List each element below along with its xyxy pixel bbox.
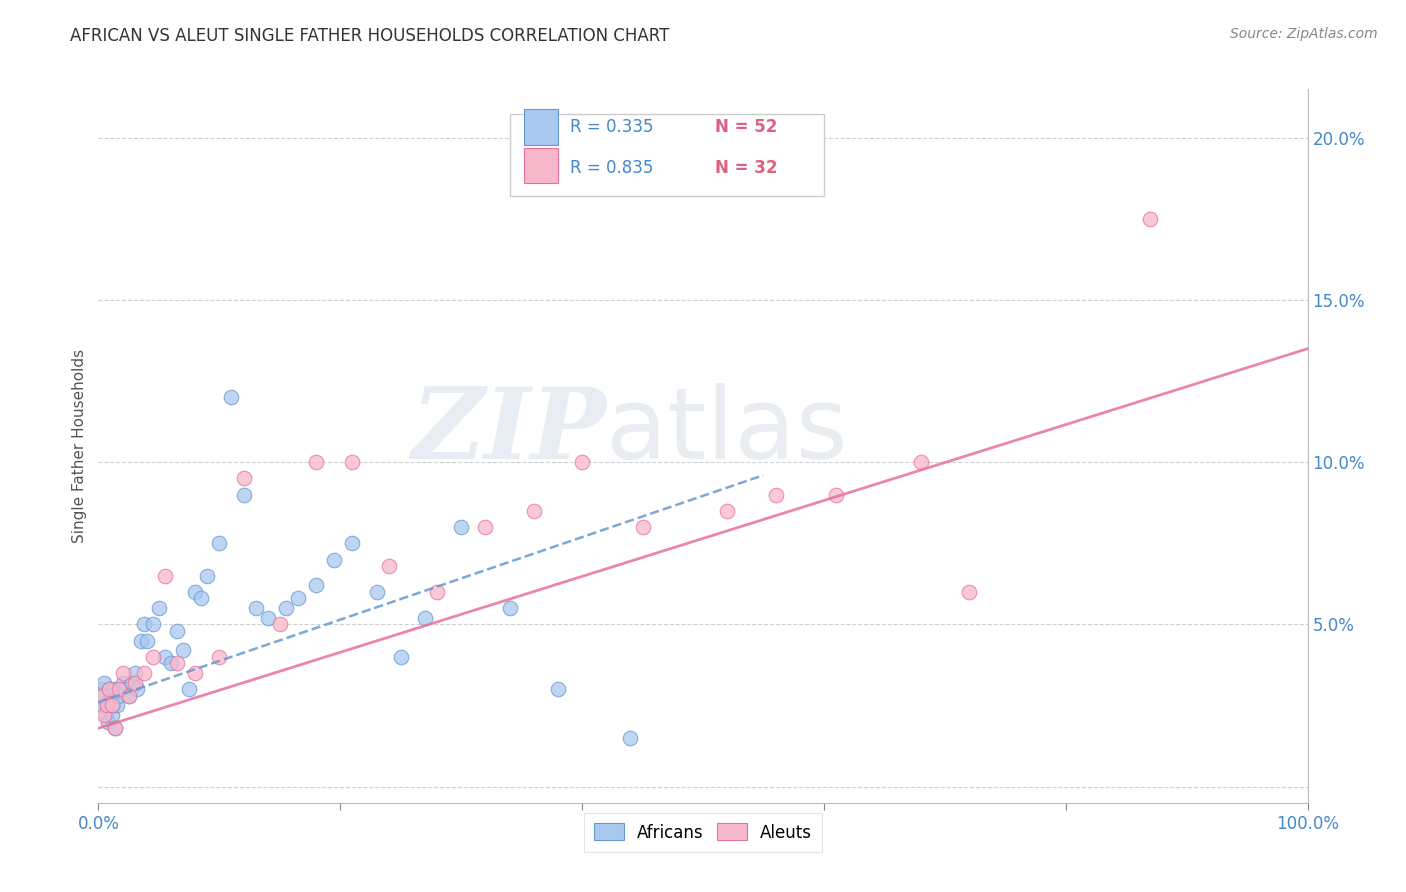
Point <box>98 682 121 697</box>
Point <box>305 455 328 469</box>
Point <box>124 666 146 681</box>
Point <box>135 633 157 648</box>
Point <box>93 675 115 690</box>
Point <box>474 520 496 534</box>
Text: Source: ZipAtlas.com: Source: ZipAtlas.com <box>1230 27 1378 41</box>
Point <box>571 455 593 469</box>
Point <box>108 682 131 697</box>
Point <box>184 585 207 599</box>
Point <box>90 682 112 697</box>
FancyBboxPatch shape <box>524 148 558 184</box>
Point <box>619 731 641 745</box>
Point <box>179 682 201 697</box>
Point <box>256 611 278 625</box>
Point <box>208 536 231 550</box>
Text: AFRICAN VS ALEUT SINGLE FATHER HOUSEHOLDS CORRELATION CHART: AFRICAN VS ALEUT SINGLE FATHER HOUSEHOLD… <box>70 27 669 45</box>
Point <box>111 666 134 681</box>
Point <box>103 682 125 697</box>
Point <box>377 559 399 574</box>
Point <box>91 698 114 713</box>
Text: R = 0.835: R = 0.835 <box>569 159 654 177</box>
Point <box>118 689 141 703</box>
Point <box>111 675 134 690</box>
Point <box>631 520 654 534</box>
Point <box>153 649 176 664</box>
Point <box>523 504 546 518</box>
Point <box>96 698 118 713</box>
Point <box>323 552 346 566</box>
Point <box>366 585 388 599</box>
Point <box>342 455 364 469</box>
Point <box>91 689 114 703</box>
Point <box>104 721 127 735</box>
Point <box>104 721 127 735</box>
Text: N = 32: N = 32 <box>716 159 778 177</box>
Point <box>118 689 141 703</box>
Point <box>342 536 364 550</box>
Point <box>269 617 291 632</box>
Point <box>105 698 128 713</box>
Point <box>172 643 194 657</box>
Point <box>93 708 115 723</box>
Point <box>100 689 122 703</box>
Legend: Africans, Aleuts: Africans, Aleuts <box>583 814 823 852</box>
Point <box>121 675 143 690</box>
Point <box>134 617 156 632</box>
Point <box>160 657 183 671</box>
Text: atlas: atlas <box>606 384 848 480</box>
Point <box>957 585 980 599</box>
Text: R = 0.335: R = 0.335 <box>569 118 654 136</box>
Text: ZIP: ZIP <box>412 384 606 480</box>
Point <box>166 657 188 671</box>
Point <box>101 698 124 713</box>
Point <box>274 601 297 615</box>
Point <box>91 689 114 703</box>
Point <box>232 488 254 502</box>
Point <box>94 708 117 723</box>
Point <box>184 666 207 681</box>
Point <box>108 682 131 697</box>
Point <box>716 504 738 518</box>
Point <box>287 591 309 606</box>
Point <box>1139 211 1161 226</box>
Point <box>450 520 472 534</box>
Point <box>910 455 932 469</box>
Point <box>498 601 520 615</box>
Point <box>107 689 129 703</box>
Text: N = 52: N = 52 <box>716 118 778 136</box>
Point <box>114 682 136 697</box>
Point <box>97 714 120 729</box>
FancyBboxPatch shape <box>524 109 558 145</box>
Point <box>413 611 436 625</box>
FancyBboxPatch shape <box>509 114 824 196</box>
Point <box>232 471 254 485</box>
Point <box>208 649 231 664</box>
Point <box>195 568 218 582</box>
Point <box>127 682 149 697</box>
Point <box>100 708 122 723</box>
Point <box>100 698 122 713</box>
Point <box>825 488 848 502</box>
Point <box>129 633 152 648</box>
Point <box>221 390 243 404</box>
Point <box>134 666 156 681</box>
Point <box>245 601 267 615</box>
Point <box>389 649 412 664</box>
Point <box>142 649 165 664</box>
Point <box>190 591 212 606</box>
Point <box>96 698 118 713</box>
Point <box>547 682 569 697</box>
Point <box>765 488 787 502</box>
Point <box>153 568 176 582</box>
Y-axis label: Single Father Households: Single Father Households <box>72 349 87 543</box>
Point <box>124 675 146 690</box>
Point <box>305 578 328 592</box>
Point <box>148 601 170 615</box>
Point <box>166 624 188 638</box>
Point <box>142 617 165 632</box>
Point <box>426 585 449 599</box>
Point <box>98 682 121 697</box>
